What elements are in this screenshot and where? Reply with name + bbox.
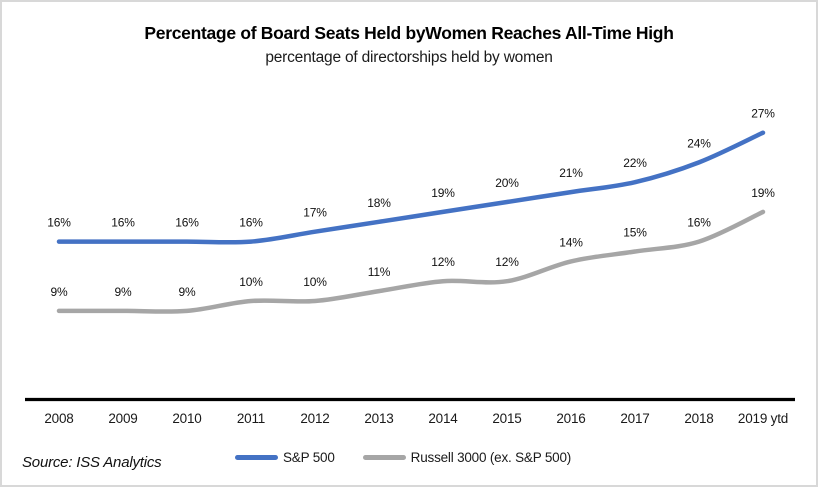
data-label: 16% [175,216,199,230]
legend-item-russell3000: Russell 3000 (ex. S&P 500) [362,450,572,465]
x-tick-label: 2015 [492,411,521,426]
source-note: Source: ISS Analytics [22,454,162,471]
data-label: 21% [559,166,583,180]
data-label: 11% [368,265,391,279]
legend-swatch-russell3000-icon [362,455,406,460]
chart-title: Percentage of Board Seats Held byWomen R… [144,23,674,43]
x-tick-label: 2018 [684,411,713,426]
series-line-1 [56,209,766,314]
data-label: 10% [303,275,327,289]
x-tick-label: 2009 [108,411,137,426]
series-line-0 [56,130,766,245]
legend-label-sp500: S&P 500 [283,450,335,465]
data-label: 16% [687,216,711,230]
data-label: 24% [687,136,711,150]
data-label: 9% [51,285,68,299]
x-tick-label: 2016 [556,411,585,426]
data-label: 16% [111,216,135,230]
data-label: 17% [303,206,327,220]
x-tick-label: 2010 [172,411,201,426]
x-tick-label: 2013 [364,411,393,426]
data-label: 19% [431,186,455,200]
x-tick-label: 2011 [237,411,265,426]
data-label: 20% [495,176,519,190]
data-label: 27% [751,107,775,121]
data-label: 14% [559,235,583,249]
x-tick-label: 2012 [300,411,329,426]
x-tick-label: 2008 [44,411,73,426]
x-tick-label: 2017 [620,411,649,426]
data-label: 12% [431,255,455,269]
x-tick-label: 2014 [428,411,458,426]
data-label: 15% [623,226,647,240]
data-label: 10% [239,275,263,289]
data-label: 18% [367,196,391,210]
chart-subtitle: percentage of directorships held by wome… [265,49,553,66]
data-label: 9% [115,285,132,299]
data-label: 16% [47,216,71,230]
chart-legend: S&P 500 Russell 3000 (ex. S&P 500) [235,450,571,465]
data-label: 12% [495,255,519,269]
data-label: 19% [751,186,775,200]
legend-swatch-sp500-icon [235,455,278,460]
x-tick-label: 2019 ytd [738,411,788,426]
legend-item-sp500: S&P 500 [235,450,335,465]
legend-label-russell3000: Russell 3000 (ex. S&P 500) [410,450,572,465]
data-label: 16% [239,216,263,230]
data-label: 9% [179,285,196,299]
data-label: 22% [623,156,647,170]
